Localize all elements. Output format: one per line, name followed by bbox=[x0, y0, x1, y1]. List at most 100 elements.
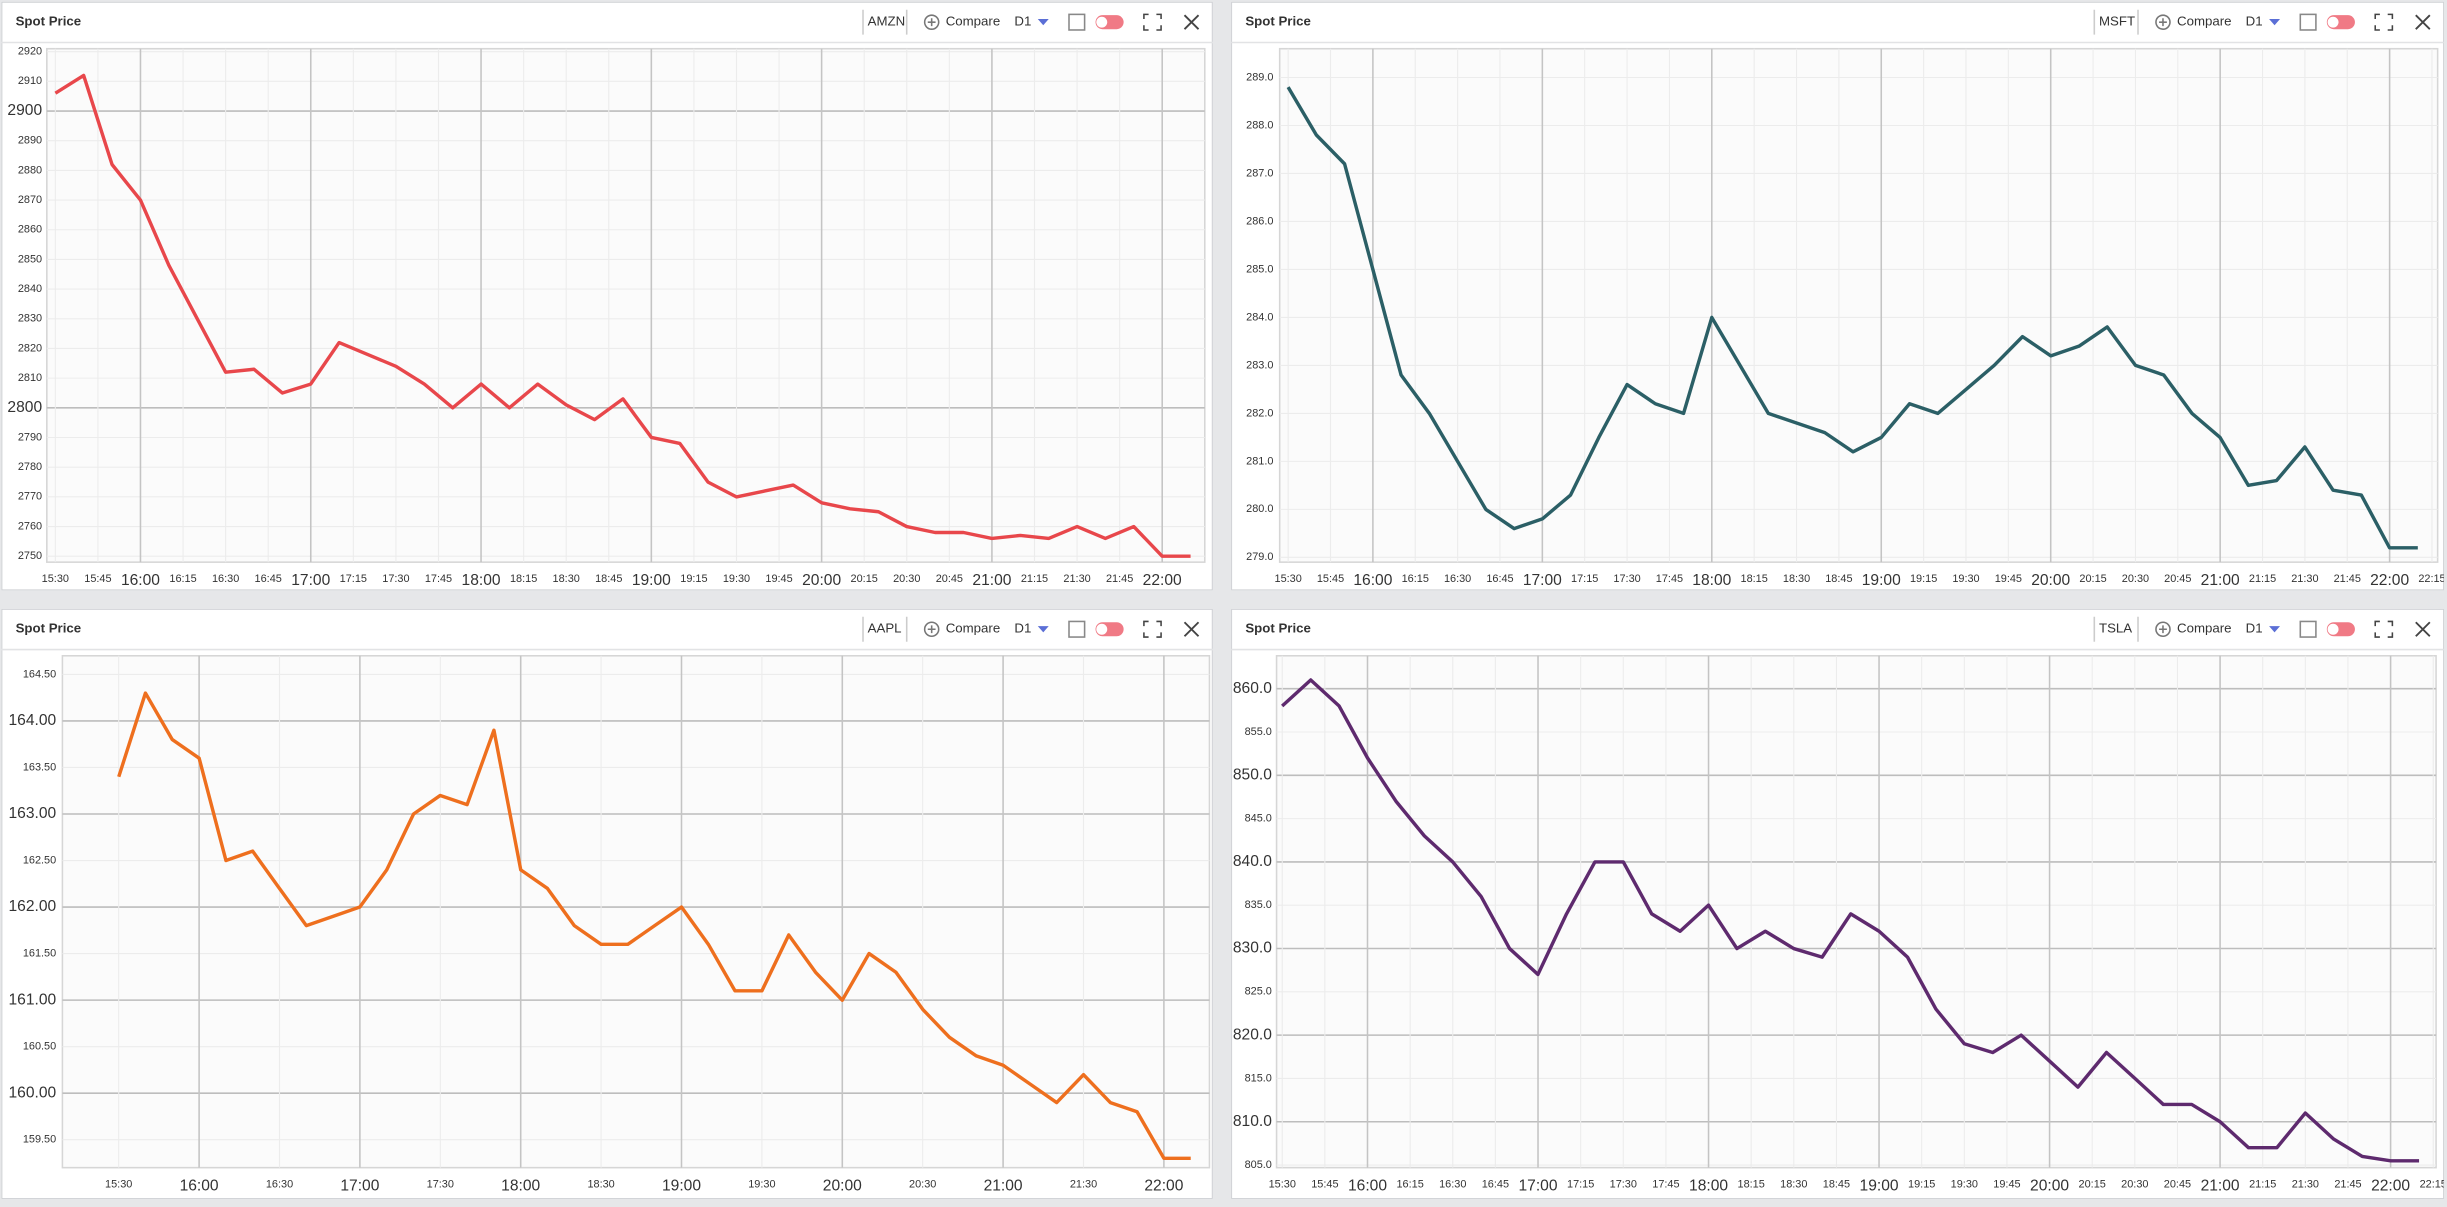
x-tick-label: 16:30 bbox=[266, 1179, 293, 1191]
dropdown-arrow[interactable] bbox=[2269, 19, 2281, 26]
compare-icon[interactable] bbox=[923, 621, 940, 638]
y-tick-label: 2830 bbox=[18, 313, 42, 325]
timeframe[interactable]: D1 bbox=[1014, 621, 1031, 636]
sync-icon[interactable] bbox=[1068, 13, 1086, 31]
x-tick-label: 19:45 bbox=[765, 573, 792, 585]
sync-icon[interactable] bbox=[2299, 13, 2317, 31]
x-tick-label: 21:30 bbox=[1070, 1179, 1097, 1191]
expand-icon[interactable] bbox=[2374, 13, 2394, 31]
x-tick-label: 16:00 bbox=[121, 572, 160, 589]
x-tick-label: 19:45 bbox=[1995, 573, 2022, 585]
dropdown-arrow[interactable] bbox=[1037, 19, 1049, 26]
expand-icon[interactable] bbox=[1143, 13, 1162, 31]
expand-icon[interactable] bbox=[2374, 620, 2394, 638]
y-tick-label: 855.0 bbox=[1245, 726, 1272, 738]
x-tick-label: 18:45 bbox=[595, 573, 622, 585]
y-tick-label: 288.0 bbox=[1246, 119, 1273, 131]
y-tick-label: 159.50 bbox=[23, 1134, 56, 1146]
x-tick-label: 20:15 bbox=[2079, 1179, 2106, 1191]
x-tick-label: 19:00 bbox=[662, 1178, 701, 1195]
timeframe[interactable]: D1 bbox=[2246, 621, 2263, 636]
x-tick-label: 21:30 bbox=[1063, 573, 1090, 585]
y-tick-label: 830.0 bbox=[1233, 940, 1272, 957]
close-icon[interactable] bbox=[1183, 14, 1200, 30]
dropdown-arrow[interactable] bbox=[1037, 626, 1049, 633]
close-icon[interactable] bbox=[2415, 621, 2431, 637]
compare-button[interactable]: Compare bbox=[946, 14, 1001, 29]
y-tick-label: 2850 bbox=[18, 253, 42, 265]
x-tick-label: 18:30 bbox=[1783, 573, 1810, 585]
x-tick-label: 18:30 bbox=[553, 573, 580, 585]
compare-icon[interactable] bbox=[2155, 14, 2171, 30]
x-tick-label: 17:30 bbox=[382, 573, 409, 585]
chart-panel: Spot Price TSLA Compare D1 805.0 810.0 815.0 82… bbox=[1231, 608, 2444, 1199]
close-icon[interactable] bbox=[2415, 14, 2431, 30]
x-tick-label: 18:00 bbox=[501, 1178, 540, 1195]
x-tick-label: 21:15 bbox=[1021, 573, 1048, 585]
compare-icon[interactable] bbox=[923, 14, 940, 30]
y-tick-label: 2790 bbox=[18, 431, 42, 443]
y-tick-label: 860.0 bbox=[1233, 680, 1272, 697]
x-tick-label: 20:00 bbox=[2030, 1178, 2069, 1195]
compare-icon[interactable] bbox=[2155, 621, 2171, 638]
x-tick-label: 20:00 bbox=[802, 572, 841, 589]
y-tick-label: 285.0 bbox=[1246, 263, 1273, 275]
compare-button[interactable]: Compare bbox=[2177, 621, 2231, 636]
x-tick-label: 19:00 bbox=[632, 572, 671, 589]
x-tick-label: 22:15 bbox=[2418, 573, 2445, 585]
timeframe[interactable]: D1 bbox=[1014, 14, 1031, 29]
x-tick-label: 19:00 bbox=[1862, 572, 1901, 589]
chart-panel: Spot Price MSFT Compare D1 279.0 280.0 281.0 28… bbox=[1231, 1, 2445, 591]
y-tick-label: 164.00 bbox=[8, 712, 56, 729]
x-tick-label: 18:00 bbox=[462, 572, 501, 589]
y-tick-label: 840.0 bbox=[1233, 853, 1272, 870]
x-tick-label: 16:45 bbox=[1486, 573, 1513, 585]
panel-title: Spot Price bbox=[1245, 14, 1311, 29]
price-line bbox=[1281, 678, 2420, 1163]
compare-button[interactable]: Compare bbox=[946, 621, 1001, 636]
x-tick-label: 19:30 bbox=[748, 1179, 775, 1191]
y-tick-label: 820.0 bbox=[1233, 1026, 1272, 1043]
x-tick-label: 16:15 bbox=[1396, 1179, 1423, 1191]
x-tick-label: 15:30 bbox=[1275, 573, 1302, 585]
x-tick-label: 19:30 bbox=[1951, 1179, 1978, 1191]
ticker: TSLA bbox=[2099, 621, 2132, 636]
x-tick-label: 20:45 bbox=[2164, 1179, 2191, 1191]
y-tick-label: 2810 bbox=[18, 372, 42, 384]
y-tick-label: 281.0 bbox=[1246, 455, 1273, 467]
x-tick-label: 18:15 bbox=[1738, 1179, 1765, 1191]
x-tick-label: 19:45 bbox=[1993, 1179, 2020, 1191]
x-tick-label: 20:30 bbox=[909, 1179, 936, 1191]
x-tick-label: 17:00 bbox=[1523, 572, 1562, 589]
x-tick-label: 15:45 bbox=[84, 573, 111, 585]
x-tick-label: 19:15 bbox=[1910, 573, 1937, 585]
y-tick-label: 2860 bbox=[18, 224, 42, 236]
x-tick-label: 21:00 bbox=[2201, 572, 2240, 589]
x-tick-label: 21:15 bbox=[2249, 573, 2276, 585]
close-icon[interactable] bbox=[1183, 621, 1200, 637]
x-tick-label: 17:45 bbox=[1652, 1179, 1679, 1191]
sync-icon[interactable] bbox=[2299, 620, 2317, 638]
x-tick-label: 15:30 bbox=[105, 1179, 132, 1191]
sync-icon[interactable] bbox=[1068, 620, 1086, 638]
y-tick-label: 160.50 bbox=[23, 1041, 56, 1053]
dropdown-arrow[interactable] bbox=[2269, 626, 2281, 633]
toggle-knob bbox=[2327, 16, 2339, 28]
x-tick-label: 21:15 bbox=[2249, 1179, 2276, 1191]
timeframe[interactable]: D1 bbox=[2246, 14, 2263, 29]
x-tick-label: 20:00 bbox=[2031, 572, 2070, 589]
y-tick-label: 835.0 bbox=[1245, 899, 1272, 911]
expand-icon[interactable] bbox=[1143, 620, 1162, 638]
x-tick-label: 21:00 bbox=[972, 572, 1011, 589]
y-tick-label: 160.00 bbox=[8, 1084, 56, 1101]
x-tick-label: 21:45 bbox=[2334, 573, 2361, 585]
x-tick-label: 16:00 bbox=[1348, 1178, 1387, 1195]
y-tick-label: 2910 bbox=[18, 75, 42, 87]
x-tick-label: 20:30 bbox=[893, 573, 920, 585]
chart-panel: Spot Price AMZN Compare D1 2750 2760 2770 2780 2… bbox=[1, 1, 1213, 591]
y-tick-label: 2880 bbox=[18, 164, 42, 176]
compare-button[interactable]: Compare bbox=[2177, 14, 2231, 29]
x-tick-label: 16:00 bbox=[180, 1178, 219, 1195]
x-tick-label: 21:45 bbox=[2334, 1179, 2361, 1191]
